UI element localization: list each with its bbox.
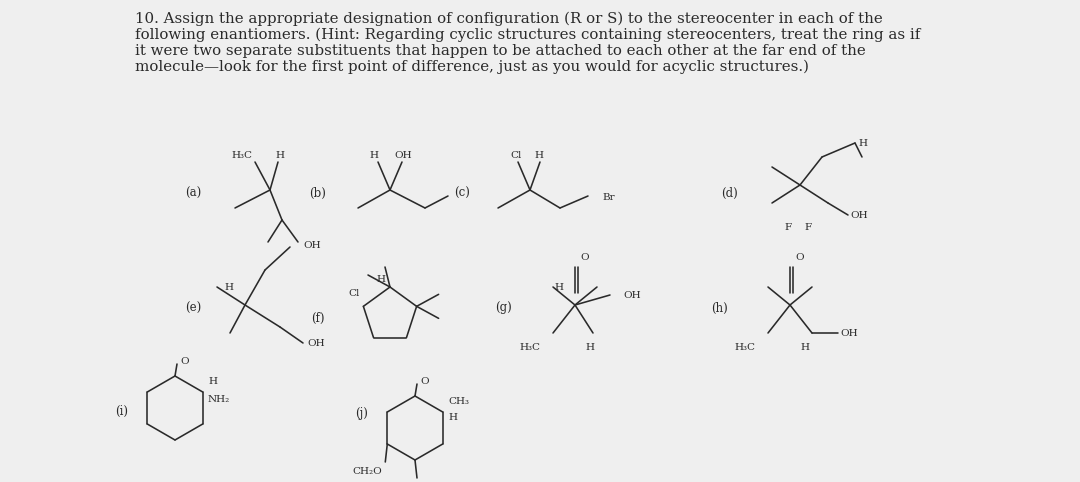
Text: OH: OH bbox=[850, 211, 867, 219]
Text: F: F bbox=[805, 223, 811, 231]
Text: following enantiomers. (Hint: Regarding cyclic structures containing stereocente: following enantiomers. (Hint: Regarding … bbox=[135, 28, 920, 42]
Text: NH₂: NH₂ bbox=[207, 396, 230, 404]
Text: O: O bbox=[180, 357, 189, 365]
Text: H: H bbox=[275, 150, 284, 160]
Text: (i): (i) bbox=[116, 404, 129, 417]
Text: H₃C: H₃C bbox=[519, 343, 540, 351]
Text: molecule—look for the first point of difference, just as you would for acyclic s: molecule—look for the first point of dif… bbox=[135, 60, 809, 74]
Text: O: O bbox=[420, 376, 429, 386]
Text: (d): (d) bbox=[721, 187, 739, 200]
Text: Cl: Cl bbox=[511, 150, 522, 160]
Text: (b): (b) bbox=[310, 187, 326, 200]
Text: it were two separate substituents that happen to be attached to each other at th: it were two separate substituents that h… bbox=[135, 44, 866, 58]
Text: OH: OH bbox=[303, 241, 321, 250]
Text: CH₃: CH₃ bbox=[448, 398, 470, 406]
Text: F: F bbox=[784, 223, 792, 231]
Text: H₃C: H₃C bbox=[734, 343, 755, 351]
Text: OH: OH bbox=[394, 150, 411, 160]
Text: (e): (e) bbox=[185, 302, 201, 314]
Text: H: H bbox=[534, 150, 543, 160]
Text: O: O bbox=[580, 253, 589, 262]
Text: (f): (f) bbox=[311, 311, 325, 324]
Text: O: O bbox=[795, 253, 804, 262]
Text: OH: OH bbox=[840, 329, 858, 337]
Text: H₃C: H₃C bbox=[231, 150, 252, 160]
Text: H: H bbox=[858, 138, 867, 147]
Text: OH: OH bbox=[307, 338, 325, 348]
Text: (h): (h) bbox=[712, 302, 728, 314]
Text: Br: Br bbox=[602, 193, 615, 202]
Text: Cl: Cl bbox=[349, 289, 360, 297]
Text: 10. Assign the appropriate designation of configuration (R or S) to the stereoce: 10. Assign the appropriate designation o… bbox=[135, 12, 882, 27]
Text: H: H bbox=[224, 282, 233, 292]
Text: H: H bbox=[585, 343, 594, 351]
Text: H: H bbox=[800, 343, 809, 351]
Text: H: H bbox=[376, 276, 384, 284]
Text: OH: OH bbox=[623, 291, 640, 299]
Text: CH₂O: CH₂O bbox=[352, 468, 382, 477]
Text: H: H bbox=[369, 150, 378, 160]
Text: (c): (c) bbox=[454, 187, 470, 200]
Text: H: H bbox=[208, 377, 218, 387]
Text: (g): (g) bbox=[495, 302, 511, 314]
Text: (a): (a) bbox=[185, 187, 201, 200]
Text: (j): (j) bbox=[355, 406, 368, 419]
Text: H: H bbox=[554, 282, 563, 292]
Text: H: H bbox=[448, 413, 458, 421]
